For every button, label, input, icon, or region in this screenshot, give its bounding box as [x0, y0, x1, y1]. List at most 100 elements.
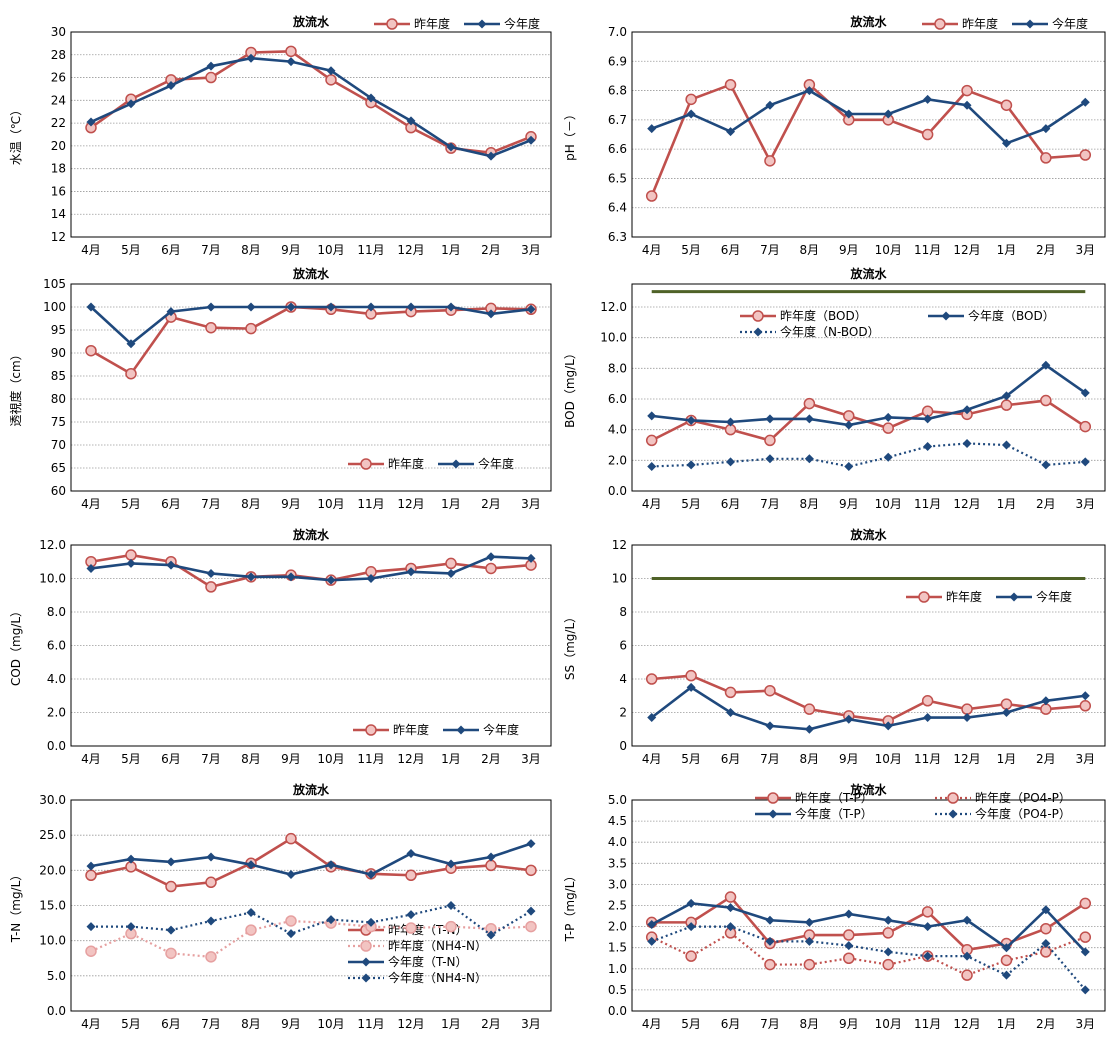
data-point	[406, 567, 416, 577]
data-point	[1041, 460, 1051, 470]
data-point	[205, 71, 217, 84]
data-point	[962, 951, 972, 961]
y-tick-label: 6.5	[608, 171, 627, 185]
x-tick-label: 9月	[839, 752, 859, 766]
data-point	[126, 922, 136, 932]
y-tick-label: 12	[51, 230, 66, 244]
data-point	[85, 869, 97, 882]
data-point	[1080, 985, 1090, 995]
series-0	[645, 78, 1092, 202]
data-point	[526, 906, 536, 916]
data-point	[804, 724, 814, 734]
y-tick-label: 3.0	[608, 877, 627, 891]
data-point	[764, 958, 776, 971]
x-tick-label: 4月	[81, 497, 101, 511]
data-point	[921, 128, 934, 141]
data-point	[526, 839, 536, 849]
data-point	[883, 109, 893, 119]
x-tick-label: 1月	[997, 752, 1017, 766]
series-line	[90, 56, 532, 158]
x-tick-label: 12月	[397, 243, 424, 257]
legend-marker	[918, 591, 930, 603]
legend-label: 今年度	[1052, 16, 1088, 31]
data-point	[246, 908, 256, 918]
legend-item: 今年度（NH4-N）	[348, 970, 487, 985]
legend-label: 昨年度	[946, 589, 982, 604]
chart-ss: 放流水 0 2 4 6 8 10 12 4月 5月 6月 7月 8月 9月 10月 11月 12月 1月 2月 3月 S…	[563, 527, 1106, 766]
data-point	[205, 581, 217, 593]
data-point	[804, 917, 814, 927]
legend-label: 昨年度（T-P）	[795, 790, 873, 805]
x-tick-label: 11月	[914, 497, 941, 511]
data-point	[1080, 947, 1090, 957]
data-point	[485, 562, 497, 575]
legend-label: 今年度（BOD）	[968, 308, 1055, 323]
data-point	[961, 703, 973, 715]
x-tick-label: 6月	[161, 497, 181, 511]
data-point	[1001, 391, 1011, 401]
data-point	[804, 936, 814, 946]
data-point	[245, 322, 257, 335]
y-tick-label: 6.0	[47, 639, 66, 653]
data-point	[962, 405, 972, 415]
legend-item: 昨年度（NH4-N）	[348, 938, 487, 953]
x-tick-label: 9月	[281, 243, 301, 257]
x-tick-label: 2月	[481, 497, 501, 511]
data-point	[286, 572, 296, 582]
y-tick-label: 6.0	[608, 392, 627, 406]
data-point	[246, 572, 256, 582]
data-point	[406, 848, 416, 858]
legend-item: 昨年度	[348, 456, 424, 471]
x-tick-label: 7月	[760, 752, 780, 766]
data-point	[526, 135, 536, 145]
data-point	[803, 703, 816, 715]
data-point	[764, 434, 776, 447]
data-point	[923, 713, 933, 723]
legend-label: 昨年度	[962, 16, 998, 31]
x-tick-label: 1月	[441, 752, 461, 766]
x-tick-label: 1月	[441, 497, 461, 511]
data-point	[804, 454, 814, 464]
data-point	[844, 420, 854, 430]
x-tick-label: 7月	[760, 1017, 780, 1031]
plot-area	[631, 31, 1106, 238]
y-tick-label: 85	[51, 369, 66, 383]
data-point	[1040, 394, 1052, 407]
y-tick-label: 65	[51, 461, 66, 475]
y-tick-label: 80	[51, 392, 66, 406]
data-point	[525, 864, 537, 877]
data-point	[486, 552, 496, 562]
data-point	[883, 412, 893, 422]
chart-title: 放流水	[292, 14, 330, 29]
data-point	[645, 673, 658, 685]
data-point	[366, 302, 376, 312]
data-point	[125, 367, 137, 380]
legend-marker	[1009, 592, 1019, 602]
legend-marker	[941, 311, 951, 321]
data-point	[1001, 970, 1011, 980]
x-tick-label: 11月	[357, 243, 384, 257]
x-tick-label: 12月	[953, 1017, 980, 1031]
data-point	[405, 869, 417, 882]
y-tick-label: 4.0	[608, 423, 627, 437]
x-tick-label: 9月	[281, 497, 301, 511]
x-tick-label: 2月	[481, 243, 501, 257]
x-tick-label: 8月	[241, 497, 261, 511]
data-point	[647, 919, 657, 929]
legend-marker	[361, 957, 371, 967]
x-tick-label: 5月	[121, 1017, 141, 1031]
data-point	[844, 109, 854, 119]
data-point	[286, 57, 296, 67]
data-point	[1041, 938, 1051, 948]
legend-label: 今年度（NH4-N）	[388, 970, 487, 985]
legend-marker	[451, 459, 461, 469]
data-point	[165, 880, 177, 893]
data-point	[206, 916, 216, 926]
data-point	[883, 721, 893, 731]
legend-marker	[360, 458, 372, 470]
plot-area	[631, 544, 1106, 747]
plot-area	[70, 31, 552, 238]
series-line	[90, 305, 532, 376]
legend-item: 今年度（T-N）	[348, 954, 468, 969]
